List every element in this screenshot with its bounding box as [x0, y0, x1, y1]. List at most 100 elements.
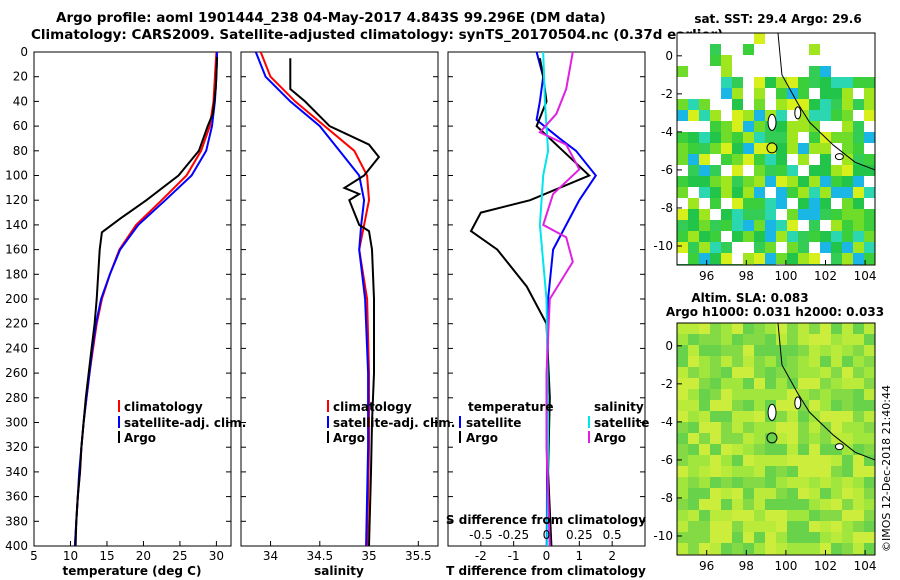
map-cell	[831, 521, 842, 532]
map-cell	[864, 389, 875, 400]
map-cell	[776, 334, 787, 345]
map-x-tick-label: 100	[774, 269, 797, 283]
map-cell	[820, 532, 831, 543]
map-cell	[787, 488, 798, 499]
map-cell	[732, 121, 743, 132]
map-cell	[864, 455, 875, 466]
map-cell	[765, 165, 776, 176]
map-cell	[765, 209, 776, 220]
map-cell	[787, 231, 798, 242]
map-cell	[787, 543, 798, 554]
map-cell	[743, 521, 754, 532]
map-cell	[787, 532, 798, 543]
map-cell	[677, 345, 688, 356]
map-cell	[842, 165, 853, 176]
map-cell	[842, 488, 853, 499]
map-cell	[699, 422, 710, 433]
map-cell	[699, 334, 710, 345]
island	[834, 153, 844, 161]
map-cell	[721, 242, 732, 253]
map-cell	[710, 198, 721, 209]
map-cell	[776, 400, 787, 411]
map-cell	[765, 143, 776, 154]
map-cell	[677, 99, 688, 110]
map-cell	[765, 367, 776, 378]
map-cell	[677, 422, 688, 433]
map-cell	[721, 77, 732, 88]
map-cell	[809, 378, 820, 389]
map-cell	[710, 466, 721, 477]
map-cell	[754, 345, 765, 356]
map-cell	[743, 455, 754, 466]
x-tick-label: 10	[63, 549, 78, 563]
map-cell	[776, 88, 787, 99]
map-cell	[721, 521, 732, 532]
depth-tick-label: 140	[5, 218, 28, 232]
map-cell	[699, 367, 710, 378]
map-cell	[864, 187, 875, 198]
map-cell	[798, 242, 809, 253]
map-cell	[842, 143, 853, 154]
map-cell	[721, 510, 732, 521]
map-cell	[831, 532, 842, 543]
map-cell	[820, 400, 831, 411]
map-cell	[710, 367, 721, 378]
map-cell	[677, 477, 688, 488]
map-cell	[754, 132, 765, 143]
map-cell	[677, 356, 688, 367]
map-cell	[809, 132, 820, 143]
map-cell	[754, 33, 765, 44]
depth-tick-label: 200	[5, 292, 28, 306]
map-cell	[831, 411, 842, 422]
map-cell	[864, 367, 875, 378]
map-cell	[721, 121, 732, 132]
map-cell	[721, 323, 732, 334]
map-cell	[754, 209, 765, 220]
map-cell	[820, 99, 831, 110]
map-cell	[831, 88, 842, 99]
map-cell	[864, 477, 875, 488]
map-cell	[787, 356, 798, 367]
map-cell	[699, 389, 710, 400]
map-cell	[688, 143, 699, 154]
map-cell	[754, 521, 765, 532]
map-cell	[798, 110, 809, 121]
map-cell	[688, 400, 699, 411]
map-cell	[688, 345, 699, 356]
map-cell	[699, 356, 710, 367]
map-cell	[688, 110, 699, 121]
map-cell	[688, 176, 699, 187]
map-cell	[798, 378, 809, 389]
map-cell	[732, 334, 743, 345]
map-cell	[765, 488, 776, 499]
map-cell	[765, 334, 776, 345]
map-cell	[743, 132, 754, 143]
map-cell	[842, 231, 853, 242]
map-cell	[853, 543, 864, 554]
map-cell	[765, 444, 776, 455]
map-cell	[853, 99, 864, 110]
map-cell	[864, 488, 875, 499]
map-cell	[677, 378, 688, 389]
map-cell	[853, 253, 864, 264]
map-cell	[787, 187, 798, 198]
map-cell	[853, 176, 864, 187]
map-cell	[743, 187, 754, 198]
map-cell	[853, 444, 864, 455]
map-cell	[765, 378, 776, 389]
map-x-tick-label: 96	[699, 269, 714, 283]
map-cell	[765, 323, 776, 334]
map-cell	[864, 231, 875, 242]
map-cell	[831, 422, 842, 433]
map-y-tick-label: 0	[665, 339, 673, 353]
map-cell	[831, 455, 842, 466]
map-cell	[710, 323, 721, 334]
map-cell	[776, 187, 787, 198]
map-cell	[787, 121, 798, 132]
x-tick-label: 2	[608, 549, 616, 563]
map-cell	[864, 110, 875, 121]
map-cell	[743, 444, 754, 455]
map-cell	[864, 356, 875, 367]
map-cell	[743, 367, 754, 378]
map-cell	[688, 411, 699, 422]
